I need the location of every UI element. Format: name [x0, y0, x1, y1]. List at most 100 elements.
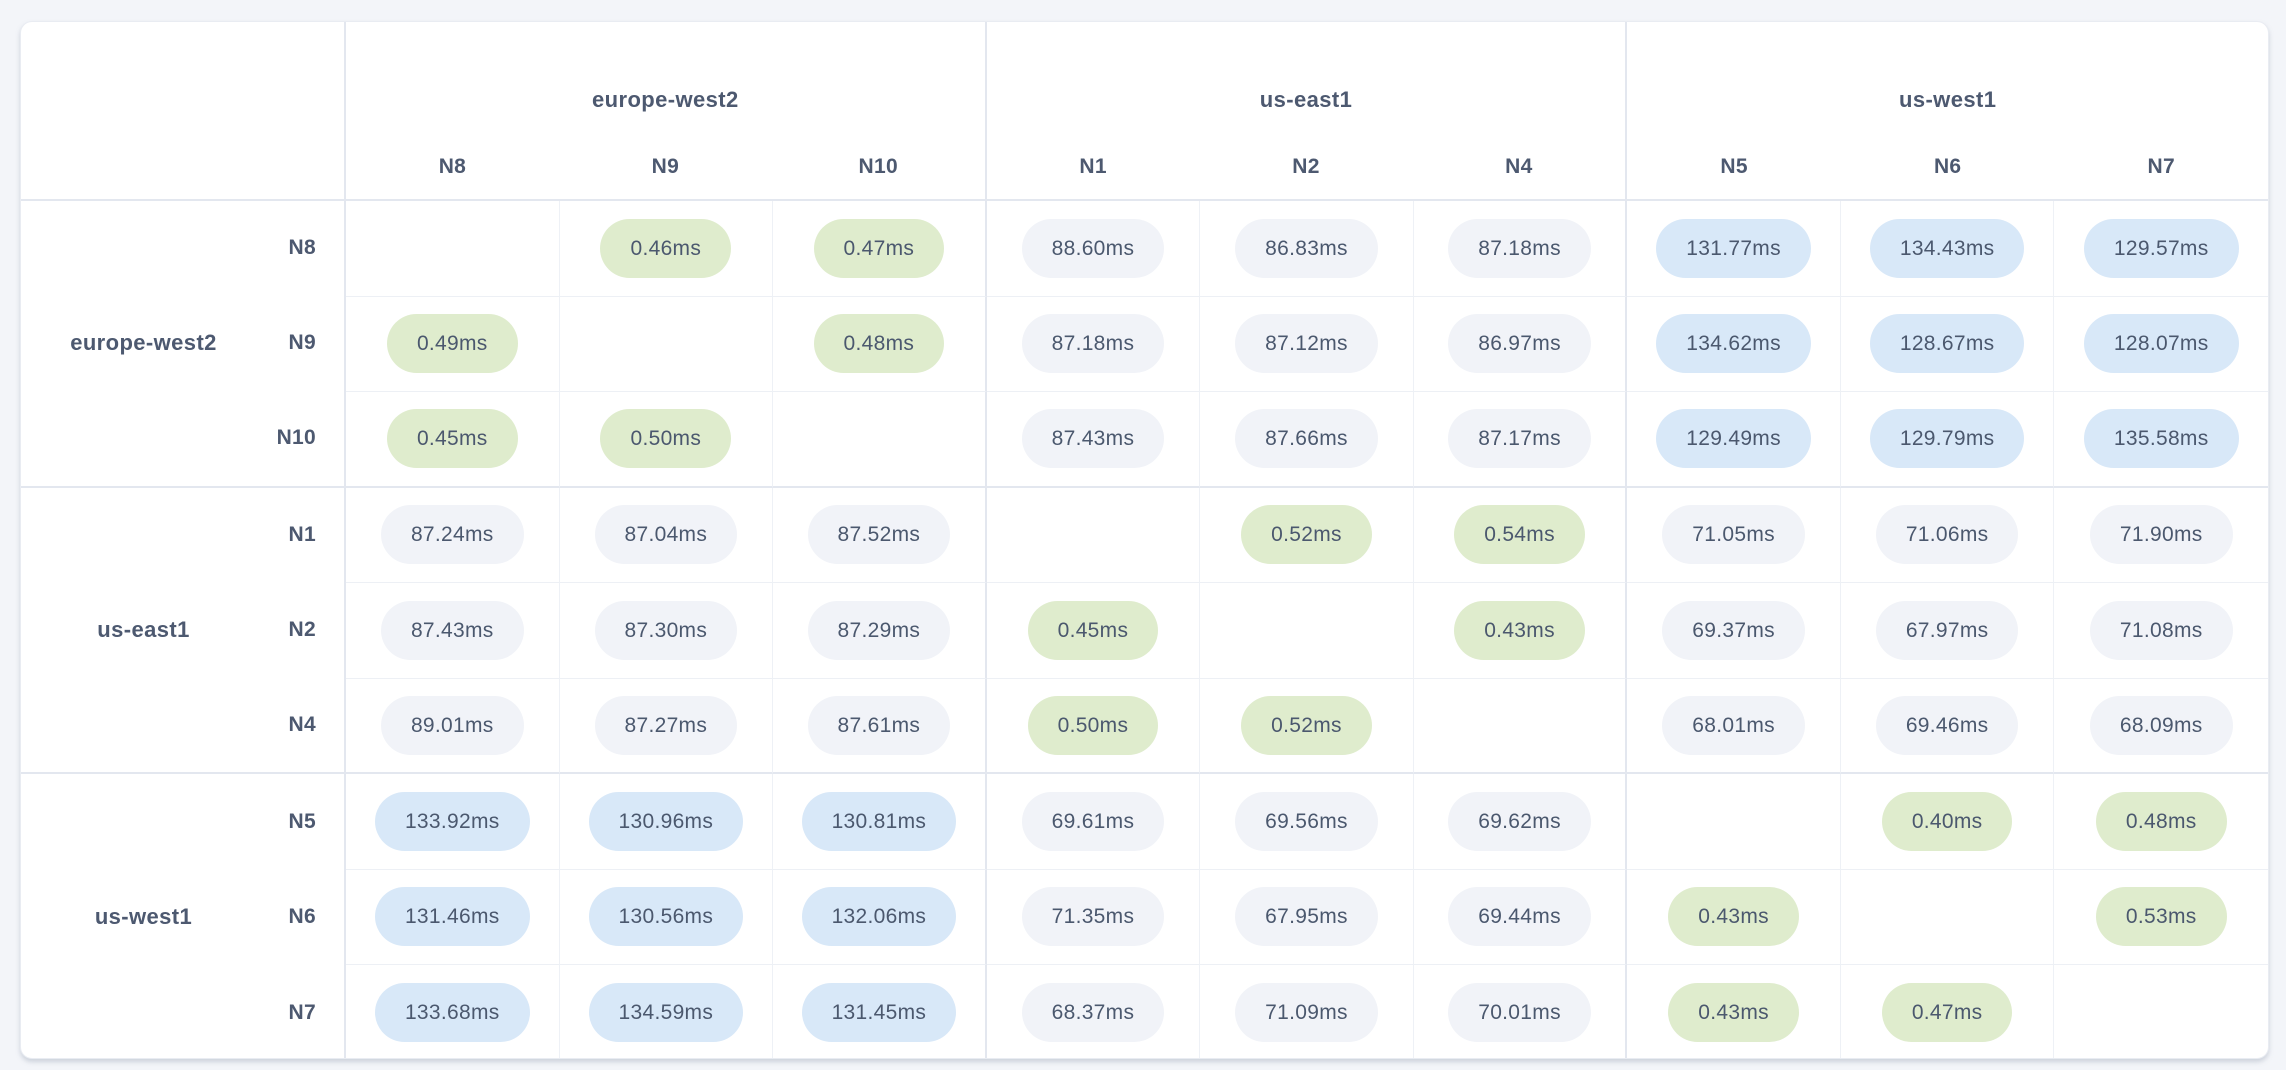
latency-pill-N8-to-N1[interactable]: 88.60ms [1021, 218, 1165, 278]
latency-pill-N7-to-N8[interactable]: 133.68ms [374, 983, 530, 1043]
latency-pill-N1-to-N5[interactable]: 71.05ms [1662, 505, 1805, 565]
latency-pill-N5-to-N6[interactable]: 0.40ms [1881, 791, 2013, 851]
latency-pill-N7-to-N6[interactable]: 0.47ms [1881, 983, 2013, 1043]
latency-pill-N6-to-N4[interactable]: 69.44ms [1448, 887, 1591, 947]
latency-cell-N10-to-N8: 0.45ms [346, 392, 560, 488]
latency-pill-N9-to-N6[interactable]: 128.67ms [1869, 314, 2025, 374]
latency-pill-N1-to-N7[interactable]: 71.90ms [2089, 505, 2233, 565]
latency-pill-N9-to-N10[interactable]: 0.48ms [813, 314, 945, 374]
latency-cell-N10-to-N5: 129.49ms [1627, 392, 1841, 488]
latency-cell-N1-to-N5: 71.05ms [1627, 487, 1841, 583]
latency-pill-N6-to-N2[interactable]: 67.95ms [1235, 887, 1378, 947]
latency-cell-N7-to-N5: 0.43ms [1627, 965, 1841, 1058]
latency-pill-N2-to-N5[interactable]: 69.37ms [1662, 600, 1805, 660]
latency-pill-N4-to-N7[interactable]: 68.09ms [2089, 695, 2233, 755]
latency-pill-N9-to-N1[interactable]: 87.18ms [1021, 314, 1165, 374]
latency-pill-N4-to-N10[interactable]: 87.61ms [807, 695, 951, 755]
latency-pill-N5-to-N2[interactable]: 69.56ms [1235, 791, 1378, 851]
latency-cell-N5-to-N2: 69.56ms [1200, 774, 1414, 870]
latency-pill-N5-to-N8[interactable]: 133.92ms [374, 791, 530, 851]
latency-pill-N8-to-N7[interactable]: 129.57ms [2083, 218, 2239, 278]
latency-cell-N9-to-N10: 0.48ms [773, 296, 987, 392]
row-region-title-us-west1: us-west1 [94, 904, 193, 930]
latency-pill-N1-to-N9[interactable]: 87.04ms [594, 505, 738, 565]
latency-pill-N5-to-N1[interactable]: 69.61ms [1021, 791, 1165, 851]
latency-cell-N9-to-N1: 87.18ms [986, 296, 1201, 392]
latency-pill-N5-to-N4[interactable]: 69.62ms [1448, 791, 1591, 851]
latency-pill-N5-to-N7[interactable]: 0.48ms [2095, 791, 2227, 851]
latency-pill-N5-to-N10[interactable]: 130.81ms [801, 791, 957, 851]
latency-cell-N2-to-N9: 87.30ms [559, 583, 774, 679]
latency-pill-N2-to-N8[interactable]: 87.43ms [380, 600, 524, 660]
latency-pill-N2-to-N9[interactable]: 87.30ms [594, 600, 738, 660]
latency-pill-N4-to-N1[interactable]: 0.50ms [1027, 695, 1159, 755]
latency-pill-N10-to-N5[interactable]: 129.49ms [1656, 409, 1811, 469]
latency-pill-N5-to-N9[interactable]: 130.96ms [588, 791, 744, 851]
latency-pill-N1-to-N8[interactable]: 87.24ms [380, 505, 524, 565]
latency-pill-N8-to-N2[interactable]: 86.83ms [1235, 218, 1378, 278]
latency-pill-N8-to-N10[interactable]: 0.47ms [813, 218, 945, 278]
latency-pill-N4-to-N6[interactable]: 69.46ms [1875, 695, 2019, 755]
latency-pill-N4-to-N8[interactable]: 89.01ms [380, 695, 524, 755]
latency-pill-N7-to-N1[interactable]: 68.37ms [1021, 983, 1165, 1043]
latency-pill-N8-to-N5[interactable]: 131.77ms [1656, 218, 1811, 278]
latency-pill-N10-to-N7[interactable]: 135.58ms [2083, 409, 2239, 469]
row-region-title-europe-west2: europe-west2 [70, 330, 217, 356]
latency-cell-N2-to-N6: 67.97ms [1840, 583, 2055, 679]
latency-pill-N7-to-N9[interactable]: 134.59ms [588, 983, 744, 1043]
latency-cell-N1-to-N10: 87.52ms [773, 487, 987, 583]
latency-pill-N9-to-N5[interactable]: 134.62ms [1656, 314, 1811, 374]
latency-pill-N1-to-N6[interactable]: 71.06ms [1875, 505, 2019, 565]
latency-pill-N10-to-N2[interactable]: 87.66ms [1235, 409, 1378, 469]
latency-cell-N2-to-N5: 69.37ms [1627, 583, 1841, 679]
column-region-title-us-west1: us-west1 [1898, 86, 1997, 112]
latency-pill-N10-to-N9[interactable]: 0.50ms [600, 409, 732, 469]
latency-pill-N10-to-N8[interactable]: 0.45ms [386, 409, 518, 469]
latency-cell-N1-to-N9: 87.04ms [559, 487, 774, 583]
latency-pill-N8-to-N9[interactable]: 0.46ms [600, 218, 732, 278]
latency-pill-N6-to-N10[interactable]: 132.06ms [801, 887, 957, 947]
latency-cell-N2-to-N7: 71.08ms [2054, 583, 2268, 679]
latency-pill-N1-to-N4[interactable]: 0.54ms [1454, 505, 1585, 565]
latency-pill-N9-to-N7[interactable]: 128.07ms [2083, 314, 2239, 374]
latency-pill-N7-to-N4[interactable]: 70.01ms [1448, 983, 1591, 1043]
latency-pill-N2-to-N10[interactable]: 87.29ms [807, 600, 951, 660]
column-node-header-N5: N5 [1720, 155, 1748, 178]
latency-pill-N6-to-N1[interactable]: 71.35ms [1021, 887, 1165, 947]
latency-pill-N9-to-N2[interactable]: 87.12ms [1235, 314, 1378, 374]
latency-pill-N6-to-N5[interactable]: 0.43ms [1668, 887, 1799, 947]
latency-pill-N2-to-N7[interactable]: 71.08ms [2089, 600, 2233, 660]
latency-pill-N1-to-N2[interactable]: 0.52ms [1241, 505, 1372, 565]
latency-pill-N7-to-N2[interactable]: 71.09ms [1235, 983, 1378, 1043]
latency-pill-N6-to-N7[interactable]: 0.53ms [2095, 887, 2227, 947]
latency-pill-N4-to-N9[interactable]: 87.27ms [594, 695, 738, 755]
latency-pill-N10-to-N1[interactable]: 87.43ms [1021, 409, 1165, 469]
latency-pill-N7-to-N5[interactable]: 0.43ms [1668, 983, 1799, 1043]
latency-pill-N2-to-N4[interactable]: 0.43ms [1454, 600, 1585, 660]
latency-cell-N2-to-N2 [1200, 583, 1414, 679]
latency-cell-N9-to-N8: 0.49ms [346, 296, 560, 392]
latency-cell-N6-to-N9: 130.56ms [559, 869, 774, 965]
latency-pill-N8-to-N6[interactable]: 134.43ms [1869, 218, 2025, 278]
latency-pill-N2-to-N6[interactable]: 67.97ms [1875, 600, 2019, 660]
latency-cell-N1-to-N1 [986, 487, 1201, 583]
latency-pill-N2-to-N1[interactable]: 0.45ms [1027, 600, 1159, 660]
latency-cell-N8-to-N7: 129.57ms [2054, 201, 2268, 297]
latency-pill-N9-to-N8[interactable]: 0.49ms [386, 314, 518, 374]
latency-pill-N4-to-N5[interactable]: 68.01ms [1662, 695, 1805, 755]
latency-pill-N4-to-N2[interactable]: 0.52ms [1241, 695, 1372, 755]
column-group-header-us-west1: us-west1 N5 N6 N7 [1627, 22, 2268, 201]
latency-pill-N9-to-N4[interactable]: 86.97ms [1448, 314, 1591, 374]
latency-pill-N6-to-N9[interactable]: 130.56ms [588, 887, 744, 947]
latency-cell-N8-to-N1: 88.60ms [986, 201, 1201, 297]
latency-pill-N8-to-N4[interactable]: 87.18ms [1448, 218, 1591, 278]
latency-pill-N10-to-N4[interactable]: 87.17ms [1448, 409, 1591, 469]
latency-pill-N6-to-N8[interactable]: 131.46ms [374, 887, 530, 947]
column-node-header-row-europe-west2: N8 N9 N10 [346, 135, 985, 199]
latency-pill-N1-to-N10[interactable]: 87.52ms [807, 505, 951, 565]
latency-cell-N9-to-N2: 87.12ms [1200, 296, 1414, 392]
latency-pill-N10-to-N6[interactable]: 129.79ms [1869, 409, 2025, 469]
latency-pill-N7-to-N10[interactable]: 131.45ms [801, 983, 957, 1043]
column-node-header-N6: N6 [1933, 155, 1962, 178]
latency-cell-N5-to-N6: 0.40ms [1840, 774, 2055, 870]
